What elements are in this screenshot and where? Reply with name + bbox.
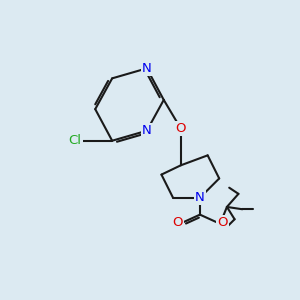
- Text: N: N: [142, 62, 152, 75]
- Text: O: O: [176, 122, 186, 135]
- Text: O: O: [217, 216, 227, 229]
- Text: N: N: [195, 191, 205, 204]
- Text: Cl: Cl: [69, 134, 82, 147]
- Text: O: O: [172, 216, 183, 229]
- Text: N: N: [142, 124, 152, 137]
